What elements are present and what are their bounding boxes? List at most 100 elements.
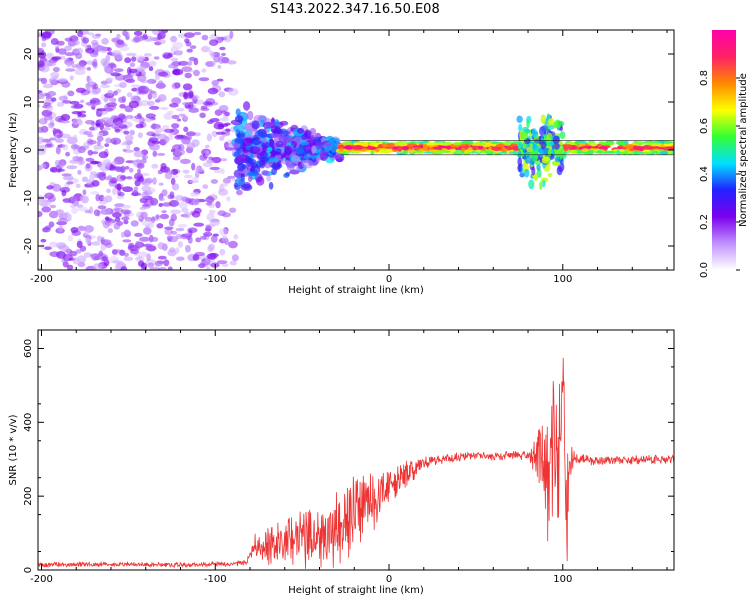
heatmap-cell [69, 196, 78, 202]
heatmap-cell [72, 257, 80, 265]
heatmap-cell [464, 144, 470, 150]
heatmap-cell [517, 164, 522, 173]
heatmap-cell [44, 246, 52, 250]
heatmap-cell [128, 168, 134, 173]
heatmap-cell [60, 113, 71, 121]
heatmap-cell [595, 151, 601, 154]
heatmap-cell [129, 62, 136, 68]
heatmap-cell [205, 46, 212, 52]
heatmap-cell [199, 112, 206, 119]
heatmap-cell [107, 174, 113, 181]
heatmap-cell [171, 114, 180, 120]
heatmap-cell [112, 260, 123, 264]
heatmap-cell [40, 163, 47, 169]
heatmap-cell [163, 128, 175, 133]
heatmap-cell [191, 139, 200, 147]
heatmap-cell [112, 117, 124, 126]
heatmap-cell [213, 54, 221, 63]
heatmap-cell [455, 149, 462, 155]
heatmap-cell [85, 163, 91, 169]
heatmap-cell [159, 39, 166, 45]
heatmap-cell [115, 167, 125, 173]
heatmap-cell [559, 153, 563, 160]
heatmap-cell [121, 216, 130, 221]
heatmap-cell [259, 157, 270, 162]
heatmap-cell [250, 164, 261, 175]
heatmap-cell [95, 101, 102, 105]
heatmap-cell [190, 191, 200, 197]
heatmap-cell [39, 144, 45, 152]
heatmap-cell [148, 143, 160, 151]
heatmap-cell [105, 137, 112, 144]
heatmap-cell [633, 150, 638, 156]
heatmap-cell [176, 108, 185, 112]
heatmap-cell [42, 226, 51, 233]
heatmap-cell [169, 235, 179, 243]
colorbar-ticks: 0.0 0.2 0.4 0.6 0.8 [699, 70, 740, 278]
heatmap-cell [58, 77, 68, 83]
heatmap-cell [107, 47, 112, 52]
heatmap-cell [314, 141, 324, 150]
heatmap-cell [141, 191, 149, 200]
heatmap-cell [522, 144, 527, 149]
heatmap-cell [413, 146, 421, 151]
heatmap-cell [218, 105, 229, 112]
heatmap-cell [170, 177, 176, 186]
heatmap-cell [88, 126, 95, 131]
heatmap-cell [133, 36, 141, 42]
heatmap-cell [634, 147, 640, 151]
heatmap-cell [171, 97, 182, 105]
heatmap-cell [261, 169, 269, 176]
heatmap-cell [158, 267, 167, 270]
heatmap-cell [123, 219, 129, 225]
heatmap-cell [237, 163, 248, 170]
heatmap-cell [217, 36, 223, 44]
heatmap-cell [195, 237, 202, 243]
heatmap-cell [108, 62, 116, 67]
heatmap-cell [268, 182, 274, 190]
heatmap-cell [531, 166, 536, 176]
heatmap-cell [216, 78, 224, 82]
heatmap-cell [194, 167, 205, 173]
heatmap-cell [164, 228, 173, 235]
heatmap-cell [128, 68, 138, 74]
heatmap-cell [218, 188, 229, 196]
heatmap-cell [104, 195, 113, 203]
heatmap-cell [67, 213, 72, 222]
snr-y-axis-label: SNR (10 * v/v) [8, 414, 19, 485]
heatmap-cell [351, 150, 364, 153]
heatmap-cell [664, 140, 672, 145]
heatmap-cell [183, 174, 193, 179]
heatmap-cell [344, 150, 351, 155]
heatmap-cell [162, 52, 172, 60]
heatmap-cell [102, 196, 107, 202]
y-tick-label: 0 [23, 147, 34, 153]
colorbar-gradient [712, 30, 736, 270]
heatmap-cell [40, 238, 47, 243]
heatmap-cell [183, 135, 193, 141]
heatmap-cell [461, 147, 466, 152]
heatmap-cell [598, 146, 609, 150]
heatmap-cell [122, 239, 132, 243]
heatmap-cell [546, 132, 553, 143]
heatmap-cell [86, 67, 92, 71]
heatmap-cell [161, 189, 168, 197]
heatmap-cell [202, 184, 209, 190]
colorbar-tick-label: 0.2 [699, 214, 710, 230]
heatmap-cell [274, 126, 281, 135]
heatmap-cell [87, 32, 95, 36]
heatmap-cell [140, 211, 148, 219]
heatmap-cell [259, 159, 266, 169]
heatmap-cell [38, 126, 44, 133]
heatmap-cell [104, 143, 110, 148]
heatmap-cell [249, 146, 261, 155]
heatmap-cell [66, 264, 74, 270]
heatmap-cell [119, 81, 127, 89]
heatmap-cell [553, 122, 559, 129]
heatmap-cell [124, 165, 130, 170]
heatmap-cell [184, 232, 192, 237]
heatmap-cell [131, 190, 139, 197]
heatmap-cell [139, 236, 150, 242]
heatmap-cell [131, 87, 139, 92]
heatmap-cell [72, 155, 81, 162]
